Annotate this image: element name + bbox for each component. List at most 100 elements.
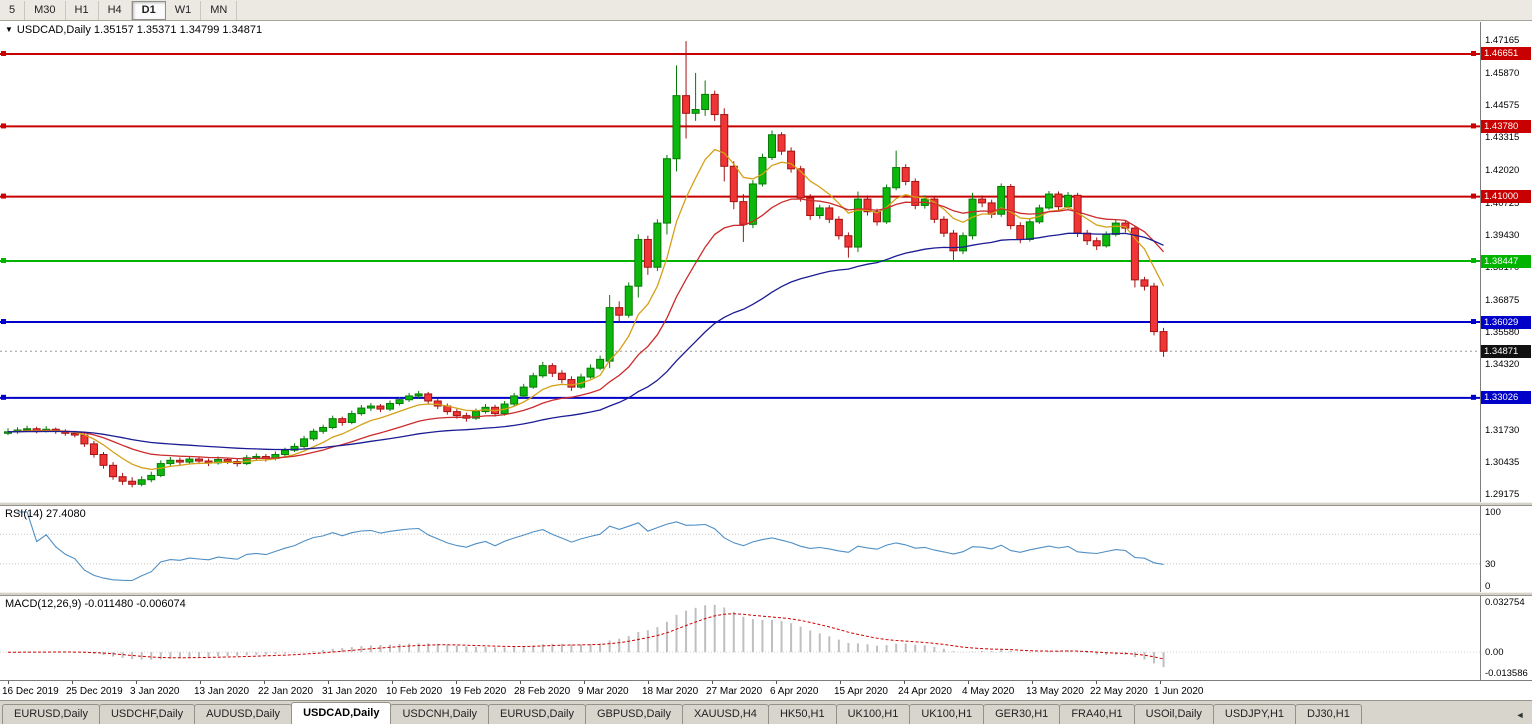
tab-dj30-h1[interactable]: DJ30,H1 xyxy=(1295,704,1362,724)
price-axis: 1.471651.458701.445751.433151.420201.407… xyxy=(1480,22,1532,502)
level-line-1.46651[interactable] xyxy=(0,50,1480,56)
date-label: 1 Jun 2020 xyxy=(1154,686,1204,697)
rsi-scale-label: 100 xyxy=(1485,507,1501,518)
price-scale-label: 1.38170 xyxy=(1485,262,1520,273)
tab-eurusd-daily[interactable]: EURUSD,Daily xyxy=(2,704,100,724)
timeframe-button-mn[interactable]: MN xyxy=(201,0,238,20)
date-label: 24 Apr 2020 xyxy=(898,686,952,697)
date-tick xyxy=(8,681,9,684)
tab-eurusd-daily[interactable]: EURUSD,Daily xyxy=(488,704,586,724)
chart-menu-icon[interactable]: ▼ xyxy=(5,25,13,34)
tab-uk100-h1[interactable]: UK100,H1 xyxy=(835,704,911,724)
current-price-badge: 1.34871 xyxy=(1481,344,1531,358)
rsi-scale-label: 30 xyxy=(1485,558,1496,570)
level-badge-1.36029: 1.36029 xyxy=(1481,315,1531,329)
macd-chart[interactable] xyxy=(0,596,1480,680)
rsi-scale-label: 0 xyxy=(1485,581,1491,592)
candlestick-chart[interactable] xyxy=(0,22,1480,502)
date-label: 28 Feb 2020 xyxy=(514,686,571,697)
date-tick xyxy=(712,681,713,684)
ma-fast-line xyxy=(7,148,1165,471)
date-axis: 16 Dec 2019 25 Dec 2019 3 Jan 2020 13 Jan 2… xyxy=(0,680,1532,700)
pane-splitter-macd[interactable] xyxy=(0,592,1532,596)
level-badge-1.41000: 1.41000 xyxy=(1481,190,1531,204)
date-tick xyxy=(72,681,73,684)
timeframe-toolbar: 5 M30 H1 H4 D1 W1 MN xyxy=(0,0,1532,21)
price-scale-label: 1.44575 xyxy=(1485,100,1520,112)
date-tick xyxy=(520,681,521,684)
price-scale-label: 1.35580 xyxy=(1485,327,1520,339)
level-line-1.33026[interactable] xyxy=(0,394,1480,400)
level-badge-1.46651: 1.46651 xyxy=(1481,47,1531,61)
date-tick xyxy=(136,681,137,684)
tab-hk50-h1[interactable]: HK50,H1 xyxy=(767,704,837,724)
date-tick xyxy=(904,681,905,684)
price-scale-label: 1.36875 xyxy=(1485,294,1520,306)
date-label: 15 Apr 2020 xyxy=(834,686,888,697)
rsi-axis: 100 30 0 xyxy=(1480,506,1532,592)
date-label: 16 Dec 2019 xyxy=(2,686,59,697)
date-label: 18 Mar 2020 xyxy=(642,686,699,697)
tab-xauusd-h4[interactable]: XAUUSD,H4 xyxy=(681,704,769,724)
tab-audusd-daily[interactable]: AUDUSD,Daily xyxy=(194,704,293,724)
date-tick xyxy=(392,681,393,684)
macd-scale-label: 0.032754 xyxy=(1485,597,1525,608)
macd-pane: MACD(12,26,9) -0.011480 -0.006074 0.0327… xyxy=(0,596,1532,680)
price-scale-label: 1.29175 xyxy=(1485,489,1520,500)
level-line-1.36029[interactable] xyxy=(0,319,1480,325)
price-scale-label: 1.47165 xyxy=(1485,35,1520,46)
timeframe-button-w1[interactable]: W1 xyxy=(166,0,202,20)
date-tick xyxy=(648,681,649,684)
date-tick xyxy=(200,681,201,684)
date-tick xyxy=(968,681,969,684)
date-label: 22 May 2020 xyxy=(1090,686,1148,697)
date-label: 27 Mar 2020 xyxy=(706,686,763,697)
tab-scroll-left-icon[interactable]: ◄ xyxy=(1515,710,1525,720)
level-line-1.43780[interactable] xyxy=(0,123,1480,129)
level-line-1.38447[interactable] xyxy=(0,258,1480,264)
tab-usdjpy-h1[interactable]: USDJPY,H1 xyxy=(1212,704,1297,724)
date-label: 31 Jan 2020 xyxy=(322,686,378,697)
tab-uk100-h1[interactable]: UK100,H1 xyxy=(909,704,985,724)
macd-scale-label: 0.00 xyxy=(1485,647,1504,659)
tab-ger30-h1[interactable]: GER30,H1 xyxy=(983,704,1061,724)
rsi-label: RSI(14) 27.4080 xyxy=(5,508,86,520)
chart-ohlc-line: USDCAD,Daily 1.35157 1.35371 1.34799 1.3… xyxy=(16,24,263,36)
tab-usoil-daily[interactable]: USOil,Daily xyxy=(1133,704,1214,724)
pane-splitter-rsi[interactable] xyxy=(0,502,1532,506)
date-tick xyxy=(264,681,265,684)
date-label: 19 Feb 2020 xyxy=(450,686,507,697)
date-label: 4 May 2020 xyxy=(962,686,1015,697)
timeframe-button-d1[interactable]: D1 xyxy=(131,0,166,20)
level-line-1.41000[interactable] xyxy=(0,193,1480,199)
date-tick xyxy=(1096,681,1097,684)
chart-title: ▼ USDCAD,Daily 1.35157 1.35371 1.34799 1.… xyxy=(5,24,262,36)
tab-gbpusd-daily[interactable]: GBPUSD,Daily xyxy=(585,704,683,724)
tab-fra40-h1[interactable]: FRA40,H1 xyxy=(1059,704,1135,724)
date-label: 10 Feb 2020 xyxy=(386,686,443,697)
timeframe-button-5[interactable]: 5 xyxy=(0,0,26,20)
timeframe-button-h4[interactable]: H4 xyxy=(99,0,132,20)
macd-scale-label: -0.013586 xyxy=(1485,668,1528,679)
tab-usdcnh-daily[interactable]: USDCNH,Daily xyxy=(390,704,490,724)
date-label: 6 Apr 2020 xyxy=(770,686,819,697)
date-label: 9 Mar 2020 xyxy=(578,686,629,697)
timeframe-button-h1[interactable]: H1 xyxy=(66,0,99,20)
date-label: 13 May 2020 xyxy=(1026,686,1084,697)
date-tick xyxy=(456,681,457,684)
date-label: 13 Jan 2020 xyxy=(194,686,250,697)
price-pane: ▼ USDCAD,Daily 1.35157 1.35371 1.34799 1.… xyxy=(0,22,1532,502)
rsi-chart[interactable] xyxy=(0,506,1480,592)
timeframe-button-m30[interactable]: M30 xyxy=(25,0,66,20)
price-scale-label: 1.39430 xyxy=(1485,230,1520,242)
chart-tabs: EURUSD,Daily USDCHF,Daily AUDUSD,Daily USDC… xyxy=(0,700,1532,724)
price-scale-label: 1.31730 xyxy=(1485,424,1520,436)
date-label: 25 Dec 2019 xyxy=(66,686,123,697)
tab-usdchf-daily[interactable]: USDCHF,Daily xyxy=(98,704,196,724)
ma-slow-line xyxy=(7,232,1164,451)
tab-usdcad-daily[interactable]: USDCAD,Daily xyxy=(291,702,392,724)
date-tick xyxy=(584,681,585,684)
date-label: 3 Jan 2020 xyxy=(130,686,180,697)
date-tick xyxy=(776,681,777,684)
macd-signal-line xyxy=(8,613,1164,660)
